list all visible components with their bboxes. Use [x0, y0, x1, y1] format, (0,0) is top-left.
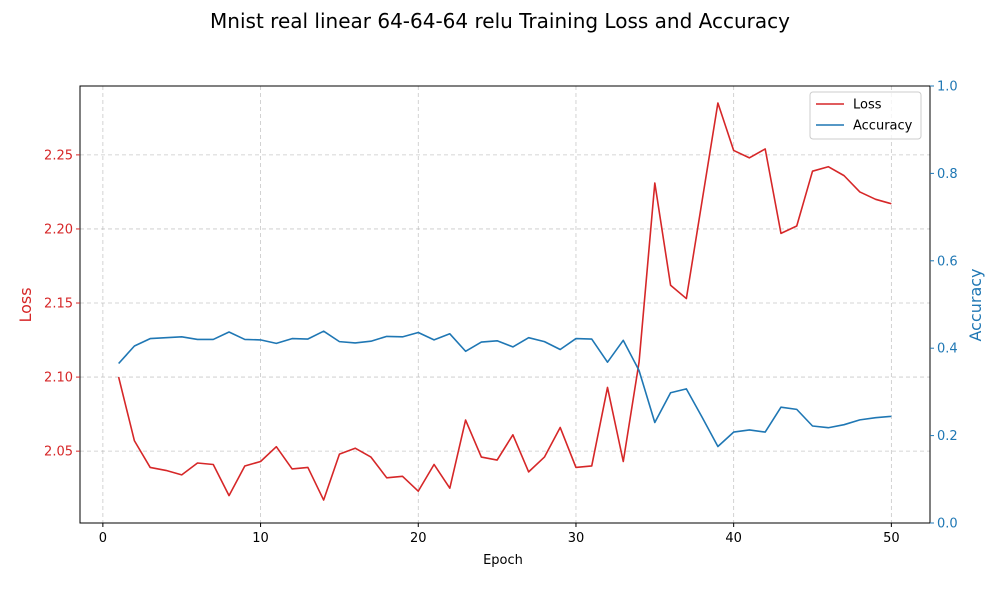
x-tick-label: 0 [99, 531, 107, 546]
y-tick-label-left: 2.15 [44, 297, 73, 312]
x-tick-label: 20 [410, 531, 427, 546]
y-tick-label-right: 0.2 [937, 429, 958, 444]
series-line-accuracy [118, 330, 892, 448]
y-axis-label-right: Accuracy [966, 268, 985, 341]
x-tick-label: 10 [252, 531, 269, 546]
y-tick-label-left: 2.05 [44, 445, 73, 460]
y-tick-label-right: 0.0 [937, 517, 958, 532]
y-axis-label-left: Loss [16, 287, 35, 322]
grid [80, 86, 930, 523]
chart-title: Mnist real linear 64-64-64 relu Training… [210, 9, 790, 33]
y-tick-label-left: 2.20 [44, 222, 73, 237]
series-line-loss [117, 102, 892, 501]
axes [79, 85, 931, 524]
series-lines [117, 102, 892, 501]
y-tick-label-right: 1.0 [937, 80, 958, 95]
y-tick-label-left: 2.10 [44, 371, 73, 386]
y-tick-label-right: 0.8 [937, 167, 958, 182]
x-axis-label: Epoch [483, 553, 523, 568]
legend-label-accuracy: Accuracy [853, 119, 913, 134]
y-tick-label-left: 2.25 [44, 148, 73, 163]
x-tick-label: 40 [725, 531, 742, 546]
legend-label-loss: Loss [853, 98, 882, 113]
x-tick-label: 30 [568, 531, 585, 546]
legend: Loss Accuracy [809, 91, 922, 140]
y-tick-label-right: 0.4 [937, 342, 958, 357]
ticks: 0 10 20 30 40 50 2.05 2.10 2.15 2.20 2.25 0.0 0.2 0.4… [44, 80, 958, 547]
x-tick-label: 50 [883, 531, 900, 546]
plot-frame [79, 85, 931, 524]
y-tick-label-right: 0.6 [937, 254, 958, 269]
